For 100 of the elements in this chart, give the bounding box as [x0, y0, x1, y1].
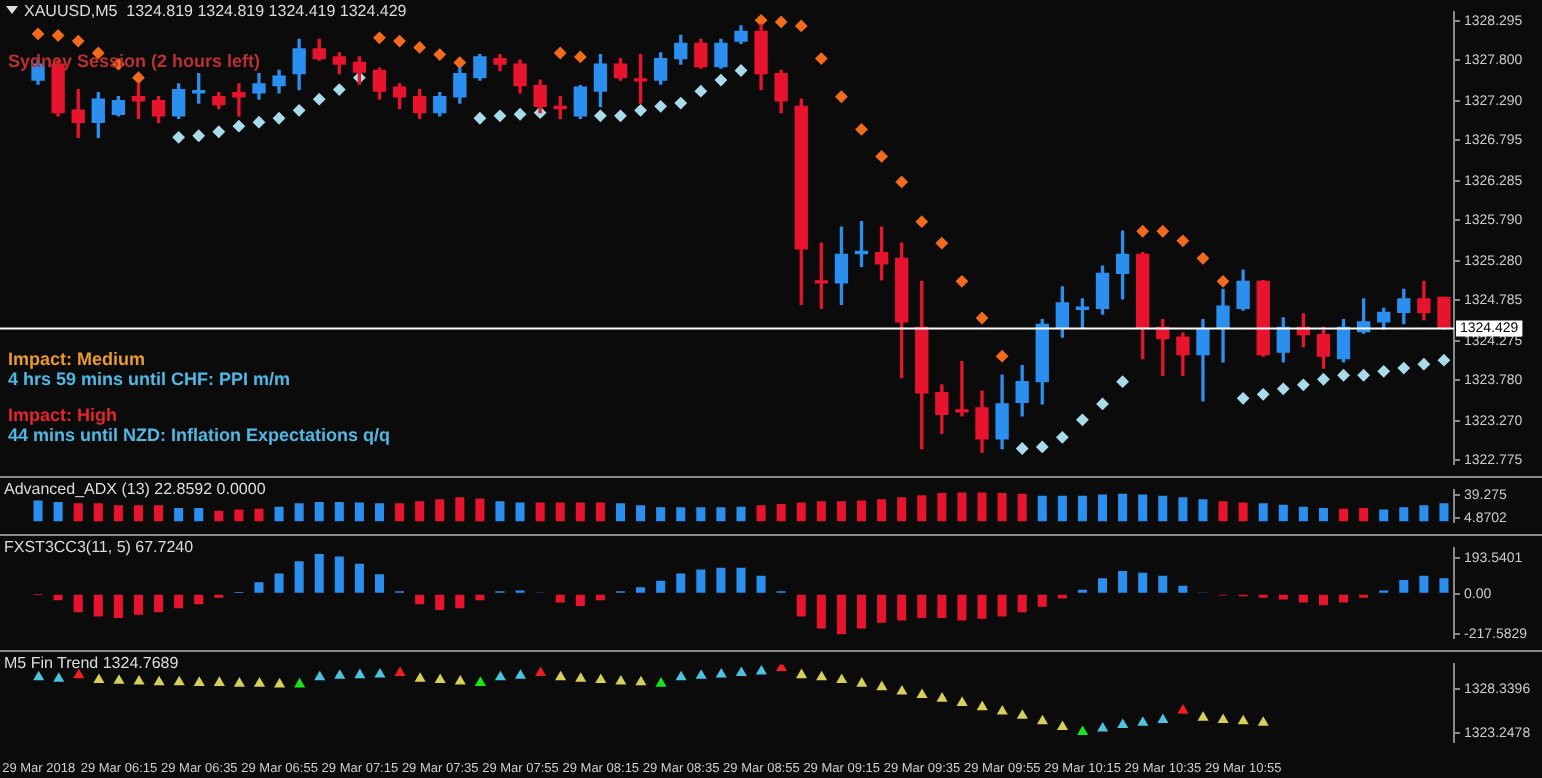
bar: [174, 594, 184, 609]
bar: [93, 594, 103, 617]
point: [474, 676, 486, 686]
point: [976, 700, 988, 711]
point: [294, 677, 306, 688]
bar: [977, 492, 987, 522]
bar: [395, 503, 405, 522]
bar: [1057, 495, 1067, 522]
point: [1236, 391, 1250, 405]
point: [33, 670, 45, 681]
point: [654, 99, 668, 113]
bar: [696, 569, 706, 593]
bar: [676, 573, 686, 593]
bar: [1419, 575, 1429, 593]
point: [252, 115, 266, 129]
point: [1296, 378, 1310, 392]
bar: [957, 594, 967, 621]
bar: [73, 594, 83, 613]
bar: [937, 493, 947, 522]
point: [494, 670, 506, 681]
point: [1015, 442, 1029, 455]
bar: [796, 502, 806, 522]
bar: [274, 506, 284, 522]
bar: [274, 573, 284, 593]
bar: [1017, 493, 1027, 522]
chart-title: Advanced_ADX (13) 22.8592 0.0000: [4, 480, 267, 499]
point: [715, 667, 727, 678]
bar: [656, 580, 666, 593]
point: [132, 71, 145, 85]
point: [755, 665, 767, 675]
bar: [154, 505, 164, 522]
bar: [314, 553, 324, 593]
point: [796, 668, 808, 679]
point: [434, 673, 446, 684]
bar: [1339, 508, 1349, 522]
point: [314, 670, 326, 681]
point: [975, 311, 989, 325]
bar: [1118, 493, 1128, 522]
bar: [736, 567, 746, 593]
point: [172, 130, 186, 144]
bar: [1138, 494, 1148, 522]
point: [635, 675, 647, 686]
point: [212, 125, 226, 139]
bar: [93, 503, 103, 522]
bar: [1118, 571, 1128, 593]
point: [1437, 353, 1451, 367]
point: [1196, 251, 1210, 265]
bar: [816, 594, 826, 629]
bar: [374, 574, 384, 593]
point: [814, 52, 828, 65]
bar: [495, 501, 505, 522]
point: [875, 150, 888, 163]
bar: [535, 502, 545, 522]
point: [915, 215, 929, 229]
point: [1097, 721, 1109, 732]
point: [836, 673, 848, 684]
point: [956, 696, 968, 706]
point: [634, 103, 647, 117]
bar: [475, 498, 485, 522]
bar: [1037, 495, 1047, 522]
point: [655, 677, 667, 687]
bar: [475, 594, 485, 601]
point: [856, 677, 868, 687]
point: [312, 92, 326, 106]
bar: [1238, 502, 1248, 522]
bar: [154, 594, 164, 613]
bar: [1017, 594, 1027, 613]
bar: [1278, 504, 1288, 522]
bar: [1359, 508, 1369, 522]
point: [714, 73, 728, 87]
point: [1217, 713, 1229, 723]
bar: [194, 508, 204, 522]
bar: [977, 594, 987, 619]
point: [1036, 714, 1048, 725]
bar: [1298, 506, 1308, 522]
bar: [455, 594, 465, 609]
bar: [997, 493, 1007, 522]
chart-title: M5 Fin Trend 1324.7689: [4, 654, 180, 673]
point: [1035, 440, 1049, 454]
bar: [756, 575, 766, 593]
point: [674, 96, 688, 110]
bar: [1318, 508, 1328, 522]
point: [73, 668, 85, 679]
point: [855, 122, 868, 136]
bar: [415, 594, 425, 605]
point: [1216, 274, 1230, 288]
bar: [836, 594, 846, 635]
bar: [897, 497, 907, 522]
bar: [1138, 572, 1148, 593]
bar: [716, 507, 726, 522]
point: [1055, 430, 1069, 444]
bar: [897, 594, 907, 621]
point: [1177, 704, 1189, 714]
bar: [636, 505, 646, 522]
bar: [917, 594, 927, 619]
point: [473, 111, 487, 125]
point: [935, 236, 949, 250]
point: [675, 670, 687, 681]
bar: [696, 507, 706, 522]
point: [253, 677, 266, 687]
